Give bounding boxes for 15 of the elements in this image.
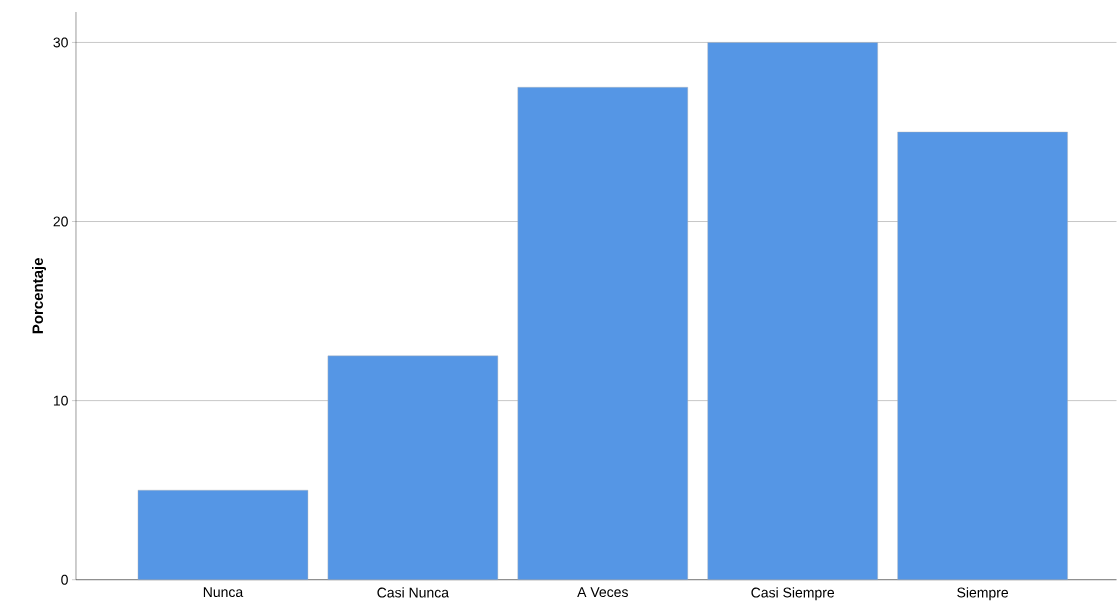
bar [137, 490, 309, 581]
bar [327, 355, 499, 581]
bar [517, 87, 688, 581]
y-axis-title: Porcentaje [32, 258, 47, 334]
y-tick-label: 30 [53, 37, 68, 48]
y-tick-label: 10 [53, 395, 68, 406]
x-tick-label: Siempre [957, 587, 1009, 601]
bar [707, 42, 878, 581]
bar [897, 131, 1068, 581]
x-tick-label: A Veces [577, 587, 628, 598]
x-tick-label: Nunca [203, 587, 244, 598]
y-tick-label: 0 [61, 574, 68, 585]
y-tick-label: 20 [53, 216, 68, 227]
x-tick-label: Casi Nunca [377, 587, 450, 598]
x-tick-label: Casi Siempre [751, 587, 835, 601]
